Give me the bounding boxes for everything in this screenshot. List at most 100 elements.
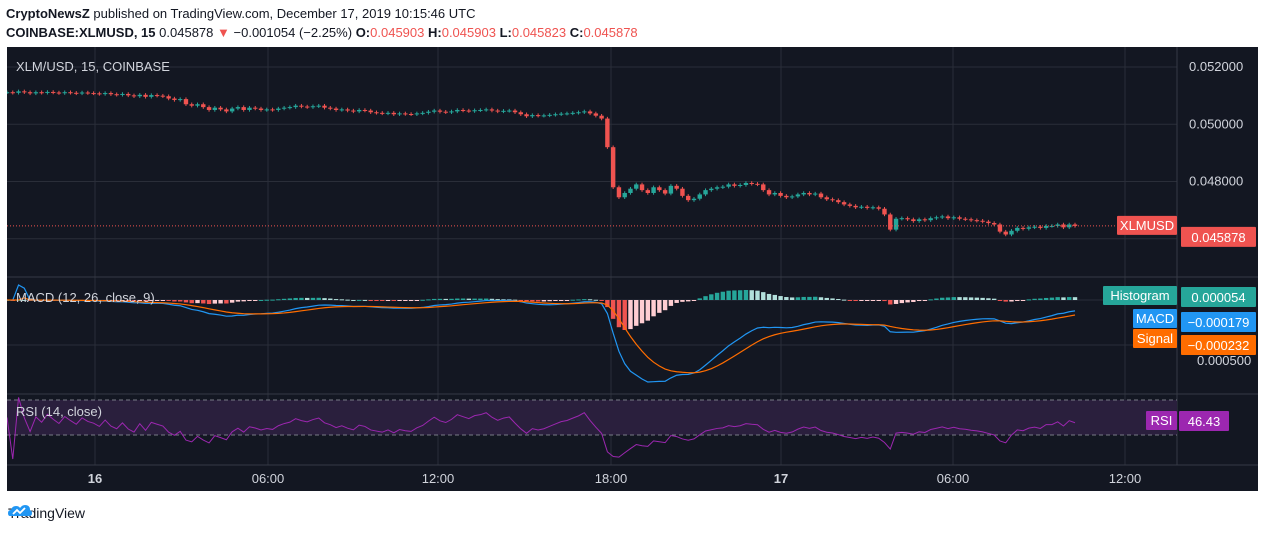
- macd-histogram-bar: [657, 300, 662, 313]
- candle-body: [50, 91, 56, 93]
- macd-histogram-bar: [853, 300, 858, 301]
- macd-histogram-bar: [22, 299, 27, 301]
- candle-body: [847, 204, 853, 206]
- macd-histogram-bar: [899, 300, 905, 304]
- time-axis-tick: 18:00: [595, 471, 628, 486]
- tradingview-logo[interactable]: TradingView: [8, 503, 85, 523]
- candle-body: [7, 92, 10, 94]
- candle-body: [131, 95, 137, 97]
- macd-legend[interactable]: MACD (12, 26, close, 9): [16, 290, 155, 305]
- candle-body: [905, 218, 910, 220]
- candle-body: [899, 218, 905, 220]
- macd-histogram-bar: [310, 297, 316, 300]
- rsi-legend[interactable]: RSI (14, close): [16, 404, 102, 419]
- candle-body: [339, 109, 345, 111]
- macd-histogram-bar: [882, 300, 887, 302]
- macd-histogram-bar: [489, 298, 495, 300]
- candle-body: [74, 92, 79, 94]
- macd-histogram-bar: [333, 299, 339, 301]
- candle-body: [732, 184, 737, 186]
- candle-body: [997, 224, 1003, 232]
- macd-histogram-bar: [530, 300, 535, 302]
- macd-histogram-bar: [628, 300, 633, 330]
- candle-body: [876, 207, 881, 209]
- macd-histogram-bar: [1067, 297, 1072, 300]
- candle-body: [10, 92, 15, 94]
- last-price-tag: 0.045878: [1181, 226, 1256, 247]
- chart-panel[interactable]: 0.052000 0.050000 0.048000 XLMUSD 0.045878 Hi…: [7, 47, 1258, 491]
- candle-body: [426, 111, 431, 113]
- macd-histogram-bar: [934, 298, 939, 300]
- candle-body: [195, 104, 200, 106]
- candle-body: [218, 107, 223, 110]
- macd-histogram-bar: [784, 297, 789, 300]
- open-label: O:: [355, 25, 371, 40]
- candle-body: [922, 219, 928, 221]
- candle-body: [916, 219, 922, 222]
- macd-histogram-bar: [824, 297, 829, 300]
- chart-canvas[interactable]: 0.052000 0.050000 0.048000 XLMUSD 0.045878 Hi…: [7, 47, 1258, 491]
- macd-histogram-bar: [374, 300, 379, 301]
- candle-body: [813, 193, 818, 195]
- macd-histogram-bar: [1003, 300, 1008, 302]
- macd-histogram-bar: [616, 300, 622, 328]
- macd-histogram-bar: [986, 298, 991, 300]
- candle-body: [293, 105, 298, 108]
- candle-body: [1003, 231, 1008, 235]
- macd-histogram-bar: [674, 300, 679, 303]
- candle-body: [351, 110, 356, 112]
- macd-histogram-bar: [276, 299, 281, 301]
- macd-histogram-bar: [587, 299, 593, 301]
- candle-body: [963, 218, 968, 220]
- macd-histogram-bar: [189, 300, 194, 304]
- macd-histogram-bar: [686, 300, 691, 302]
- candle-body: [1026, 227, 1032, 229]
- candle-body: [466, 110, 472, 112]
- candle-body: [79, 92, 85, 94]
- macd-histogram-bar: [807, 296, 812, 300]
- histogram-value-tag-box: [1181, 287, 1256, 307]
- macd-histogram-bar: [1072, 297, 1078, 300]
- price-legend[interactable]: XLM/USD, 15, COINBASE: [16, 59, 170, 74]
- macd-histogram-bar: [697, 298, 702, 300]
- macd-histogram-bar: [149, 300, 154, 301]
- last-price-tag-box: [1181, 226, 1256, 247]
- histogram-tag-text: Histogram: [1110, 288, 1169, 303]
- candle-body: [1020, 227, 1026, 229]
- candle-body: [778, 192, 783, 196]
- candle-body: [258, 108, 264, 110]
- publisher-name[interactable]: CryptoNewsZ: [6, 6, 90, 21]
- candle-body: [645, 190, 650, 193]
- macd-histogram-bar: [714, 292, 720, 300]
- candle-body: [449, 111, 454, 113]
- candle-body: [859, 206, 864, 208]
- macd-histogram-bar: [1009, 300, 1014, 302]
- candle-body: [697, 194, 702, 199]
- macd-histogram-bar: [177, 300, 183, 302]
- candle-body: [362, 109, 368, 111]
- macd-histogram-bar: [126, 300, 131, 301]
- macd-histogram-bar: [720, 291, 726, 300]
- candle-body: [934, 217, 939, 219]
- candle-body: [137, 94, 142, 97]
- candle-body: [85, 92, 91, 94]
- candle-body: [749, 182, 754, 184]
- macd-histogram-bar: [420, 299, 425, 301]
- macd-axis-partial-tick: 0.000500: [1197, 353, 1251, 368]
- macd-histogram-bar: [645, 300, 650, 321]
- candle-body: [714, 187, 720, 189]
- macd-histogram-bar: [258, 299, 264, 301]
- macd-histogram-bar: [1032, 298, 1037, 300]
- candle-body: [853, 205, 858, 208]
- candle-body: [628, 188, 633, 193]
- candle-body: [483, 109, 489, 111]
- last-value: 0.045878: [159, 25, 214, 40]
- macd-histogram-bar: [559, 300, 564, 301]
- candle-body: [559, 113, 564, 115]
- candle-body: [703, 190, 708, 195]
- macd-histogram-bar: [345, 299, 350, 301]
- tradingview-cloud-icon: [8, 505, 32, 516]
- candle-body: [495, 110, 500, 112]
- candle-body: [414, 113, 420, 115]
- price-axis-tick: 0.052000: [1189, 59, 1243, 74]
